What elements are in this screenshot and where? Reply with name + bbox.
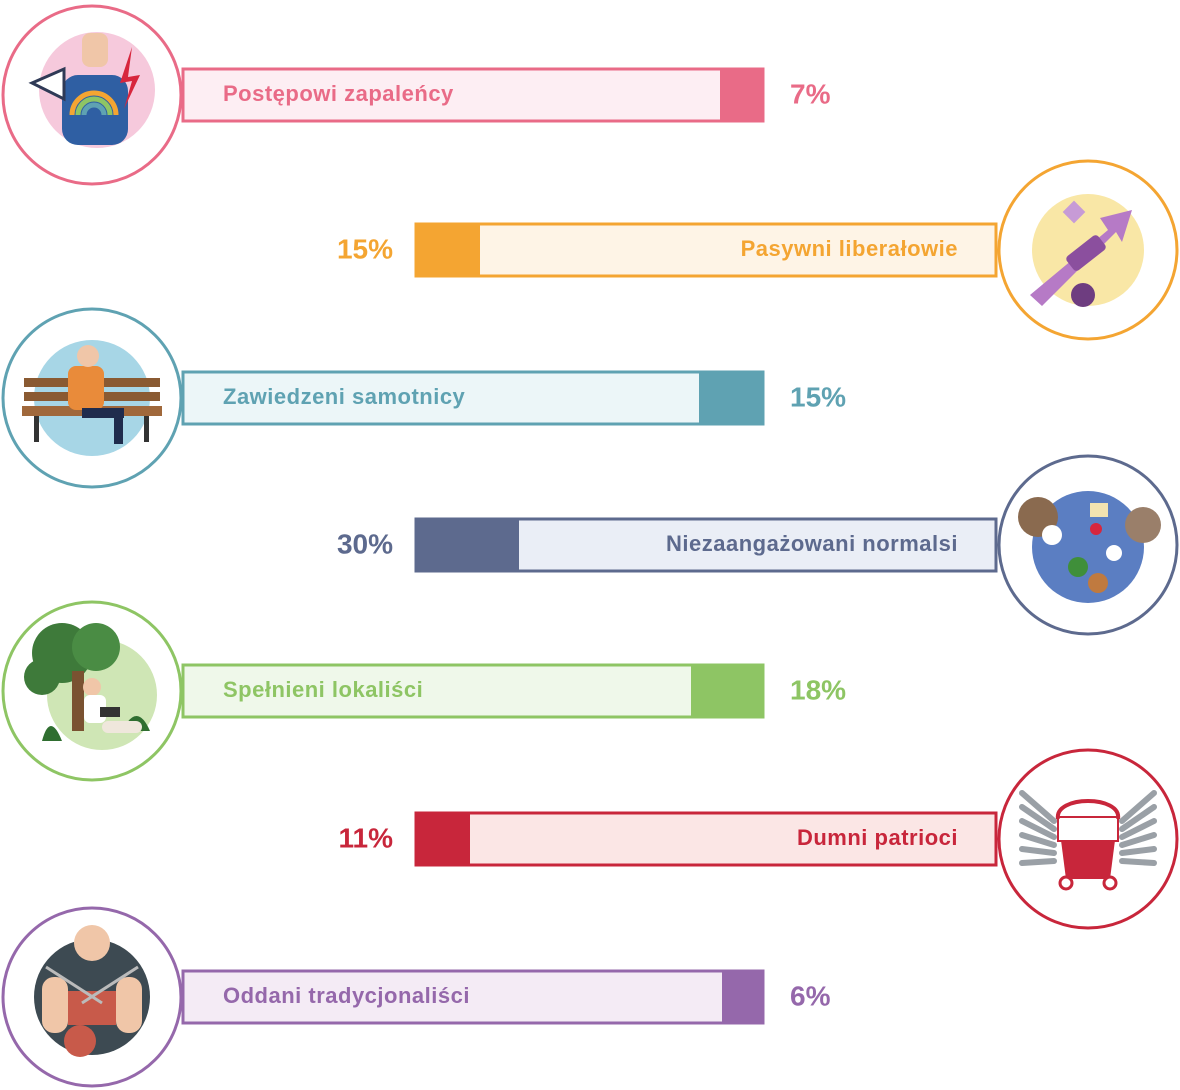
tree-reading-icon <box>1 600 183 782</box>
bar-track <box>181 370 765 426</box>
value-label: 15% <box>337 233 393 264</box>
value-label: 6% <box>790 980 831 1011</box>
knitting-icon <box>1 906 183 1088</box>
bar-value <box>691 666 763 716</box>
segment-row: Niezaangażowani normalsi 30% <box>337 454 1179 636</box>
value-label: 15% <box>790 381 846 412</box>
bar-label: Dumni patrioci <box>797 825 958 850</box>
bar-label: Pasywni liberałowie <box>741 236 958 261</box>
segment-row: Postępowi zapaleńcy 7% <box>1 4 831 186</box>
bar-value <box>699 373 763 423</box>
bar-value <box>416 520 519 570</box>
growth-arrow-icon <box>997 159 1179 341</box>
value-label: 7% <box>790 78 831 109</box>
value-label: 11% <box>339 822 394 853</box>
bar-label: Spełnieni lokaliści <box>223 677 423 702</box>
segment-row: Zawiedzeni samotnicy 15% <box>1 307 846 489</box>
segment-row: Pasywni liberałowie 15% <box>337 159 1179 341</box>
bar-track <box>181 67 765 123</box>
protest-backpack-icon <box>1 4 183 186</box>
bar-label: Oddani tradycjonaliści <box>223 983 470 1008</box>
table-friends-icon <box>997 454 1179 636</box>
value-label: 18% <box>790 674 846 705</box>
bar-label: Zawiedzeni samotnicy <box>223 384 466 409</box>
value-label: 30% <box>337 528 393 559</box>
bar-track <box>414 811 998 867</box>
bar-value <box>416 225 480 275</box>
bar-label: Niezaangażowani normalsi <box>666 531 958 556</box>
bar-track <box>181 969 765 1025</box>
winged-shield-icon <box>997 748 1179 930</box>
bar-label: Postępowi zapaleńcy <box>223 81 454 106</box>
segment-row: Spełnieni lokaliści 18% <box>1 600 846 782</box>
segment-row: Oddani tradycjonaliści 6% <box>1 906 831 1088</box>
bar-value <box>416 814 470 864</box>
park-bench-icon <box>1 307 183 489</box>
segment-row: Dumni patrioci 11% <box>339 748 1179 930</box>
bar-value <box>722 972 763 1022</box>
bar-value <box>720 70 763 120</box>
